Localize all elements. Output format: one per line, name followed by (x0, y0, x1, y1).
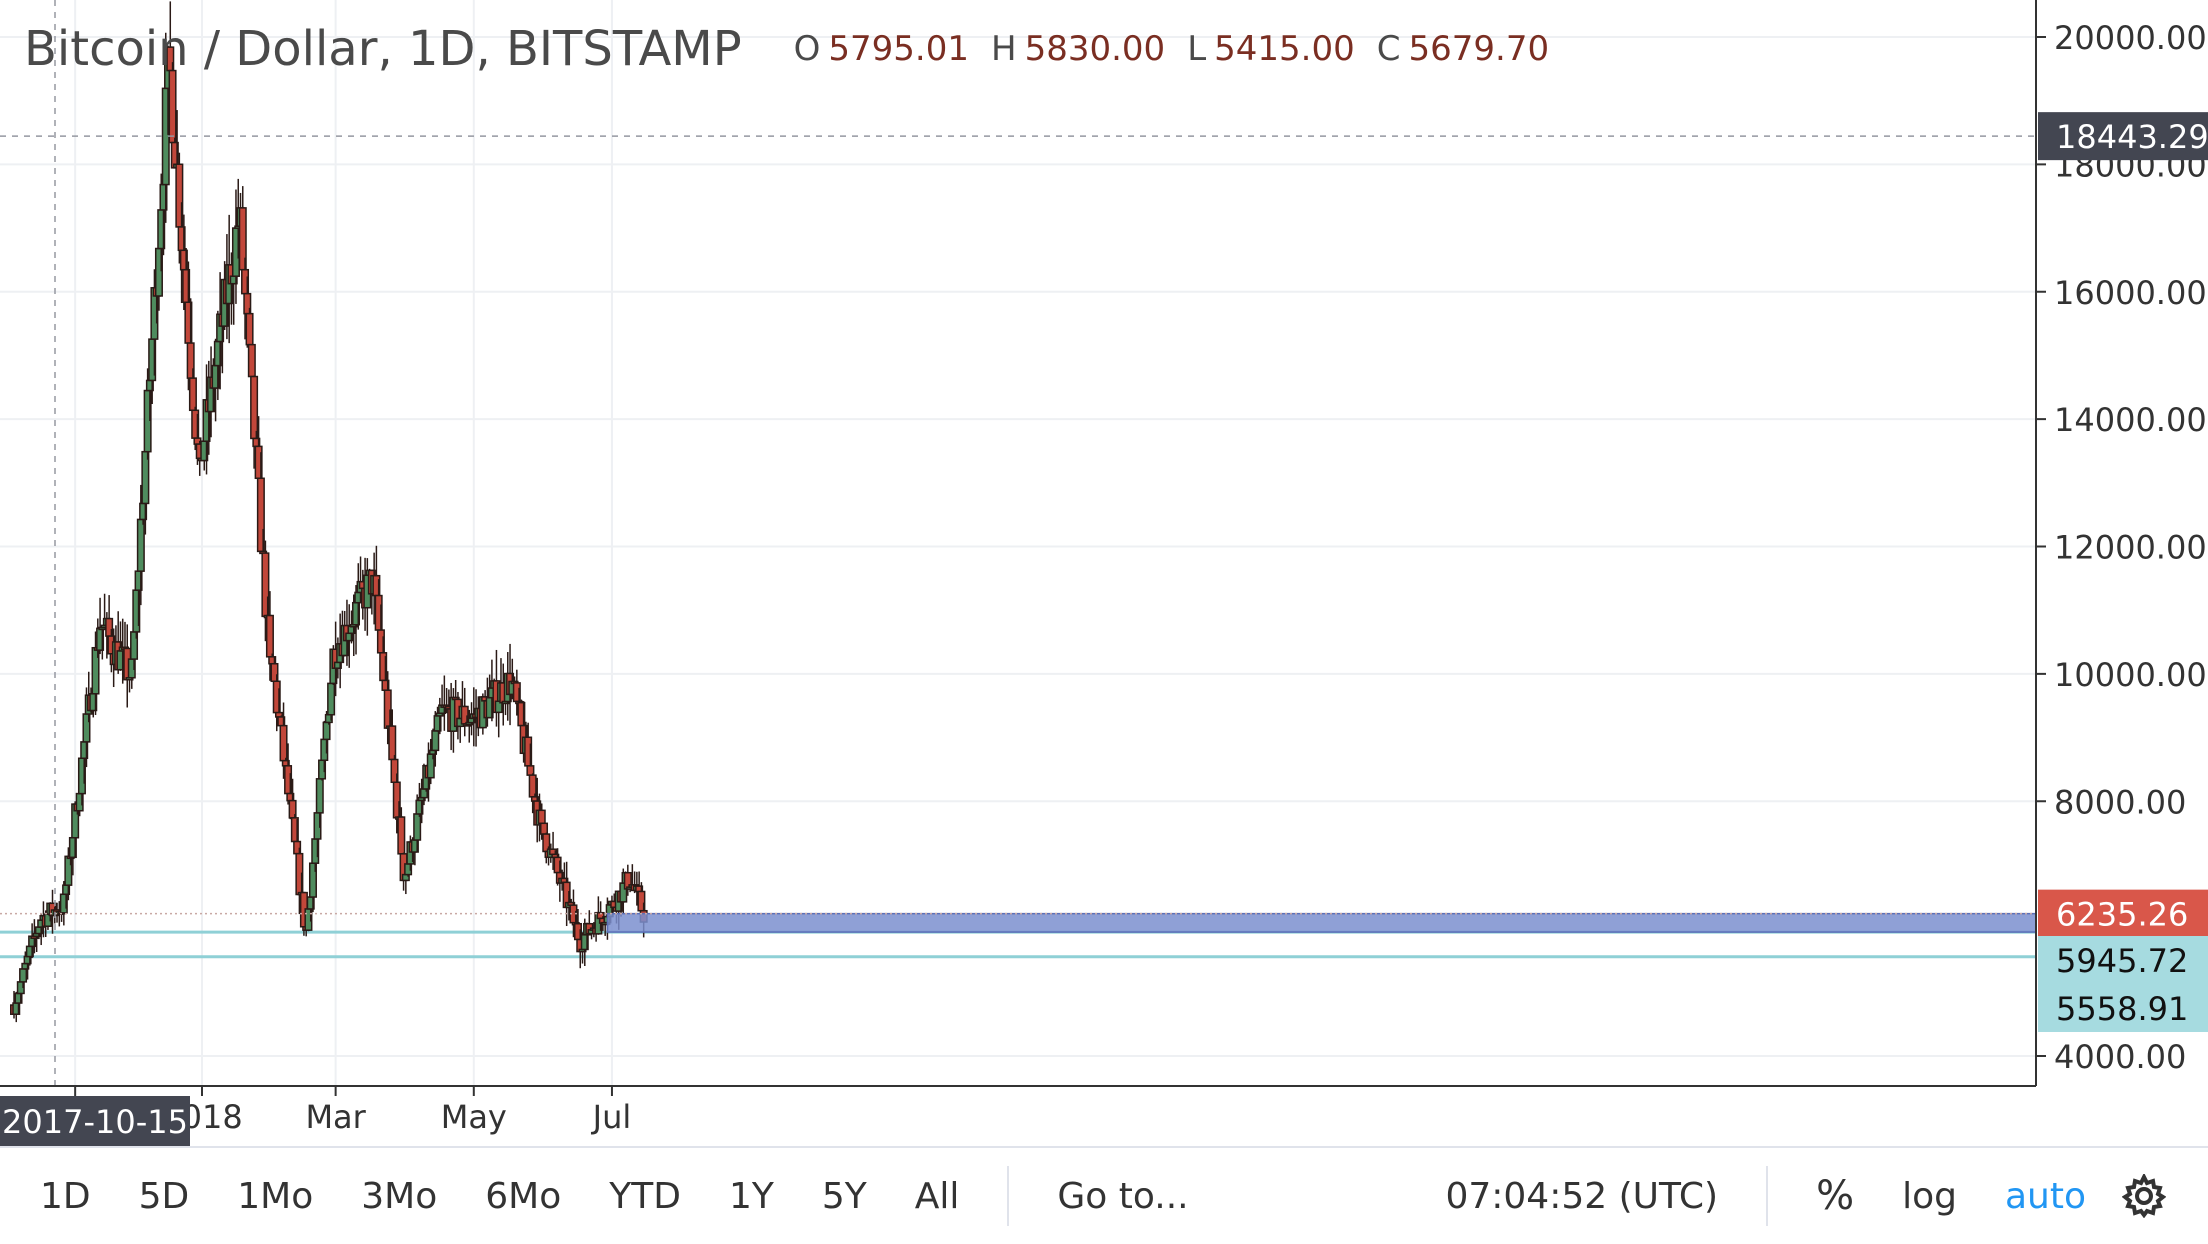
highlight-zone (606, 912, 2037, 933)
candle-body (315, 778, 324, 814)
crosshair-price-badge (2038, 112, 2208, 161)
go-to-date-button[interactable]: Go to... (1057, 1175, 1189, 1217)
percent-scale-button[interactable]: % (1816, 1173, 1855, 1219)
x-tick-label: May (441, 1098, 507, 1136)
bottom-toolbar: 1D 5D 1Mo 3Mo 6Mo YTD 1Y 5Y All Go to...… (0, 1146, 2208, 1244)
toolbar-divider (1007, 1166, 1010, 1226)
open-value: 5795.01 (828, 29, 970, 69)
gear-icon[interactable] (2120, 1172, 2168, 1220)
range-5d-button[interactable]: 5D (138, 1175, 190, 1217)
candle-body (540, 822, 549, 835)
utc-clock[interactable]: 07:04:52 (UTC) (1445, 1175, 1719, 1217)
candle-body (250, 375, 259, 440)
low-key: L (1187, 29, 1207, 69)
candle-body (188, 377, 197, 412)
candlestick-series (10, 1, 648, 1023)
x-tick-label: Jul (591, 1098, 632, 1136)
price-chart[interactable]: 4000.00 8000.00 10000.00 12000.00 14000.00 16… (0, 0, 2208, 1146)
y-tick-label: 10000.00 (2054, 656, 2207, 694)
high-value: 5830.00 (1024, 29, 1166, 69)
y-tick-label: 8000.00 (2054, 783, 2186, 821)
open-key: O (793, 29, 821, 69)
candle-body (247, 343, 256, 378)
candle-body (431, 730, 440, 752)
range-3mo-button[interactable]: 3Mo (361, 1175, 438, 1217)
chart-axes: 4000.00 8000.00 10000.00 12000.00 14000.00 16… (0, 0, 2208, 1146)
last-price-badge (2038, 889, 2208, 938)
y-tick-label: 12000.00 (2054, 529, 2207, 567)
close-value: 5679.70 (1408, 29, 1550, 69)
range-5y-button[interactable]: 5Y (821, 1175, 867, 1217)
symbol-title[interactable]: Bitcoin / Dollar, 1D, BITSTAMP (24, 21, 742, 77)
toolbar-divider (1766, 1166, 1769, 1226)
range-all-button[interactable]: All (914, 1175, 960, 1217)
range-ytd-button[interactable]: YTD (609, 1175, 681, 1217)
crosshair-date-label: 2017-10-15 (2, 1103, 188, 1141)
log-scale-button[interactable]: log (1902, 1175, 1957, 1217)
level-label: 5945.72 (2056, 942, 2188, 980)
y-tick-label: 16000.00 (2054, 274, 2207, 312)
candle-body (327, 682, 336, 716)
last-price-label: 6235.26 (2056, 896, 2188, 934)
crosshair-date-badge (0, 1096, 190, 1146)
y-tick-label: 14000.00 (2054, 401, 2207, 439)
high-key: H (991, 29, 1017, 69)
time-axis (0, 1086, 2036, 1146)
level-badge (2038, 936, 2208, 984)
close-key: C (1376, 29, 1401, 69)
candle-body (245, 312, 254, 346)
candle-body (265, 614, 274, 658)
level-label: 5558.91 (2056, 990, 2188, 1028)
candle-body (397, 816, 406, 855)
level-badge (2038, 984, 2208, 1032)
auto-scale-button[interactable]: auto (2004, 1175, 2086, 1217)
range-1y-button[interactable]: 1Y (728, 1175, 774, 1217)
candle-body (19, 968, 28, 983)
candle-body (388, 725, 397, 761)
x-tick-label: Mar (305, 1098, 366, 1136)
chart-legend: Bitcoin / Dollar, 1D, BITSTAMP O 5795.01… (24, 14, 1571, 84)
candle-body (413, 813, 422, 841)
y-tick-label: 4000.00 (2054, 1038, 2186, 1076)
low-value: 5415.00 (1214, 29, 1355, 69)
candle-body (279, 724, 288, 762)
range-1mo-button[interactable]: 1Mo (237, 1175, 314, 1217)
candle-body (136, 518, 145, 572)
candle-body (537, 809, 546, 825)
chart-overlays (0, 0, 2037, 1086)
range-1d-button[interactable]: 1D (40, 1175, 91, 1217)
crosshair-price-label: 18443.29 (2056, 118, 2208, 156)
candle-body (322, 721, 331, 741)
chart-grid (0, 0, 2036, 1086)
range-6mo-button[interactable]: 6Mo (485, 1175, 562, 1217)
plot-background (0, 0, 2036, 1086)
y-tick-label: 20000.00 (2054, 19, 2207, 57)
